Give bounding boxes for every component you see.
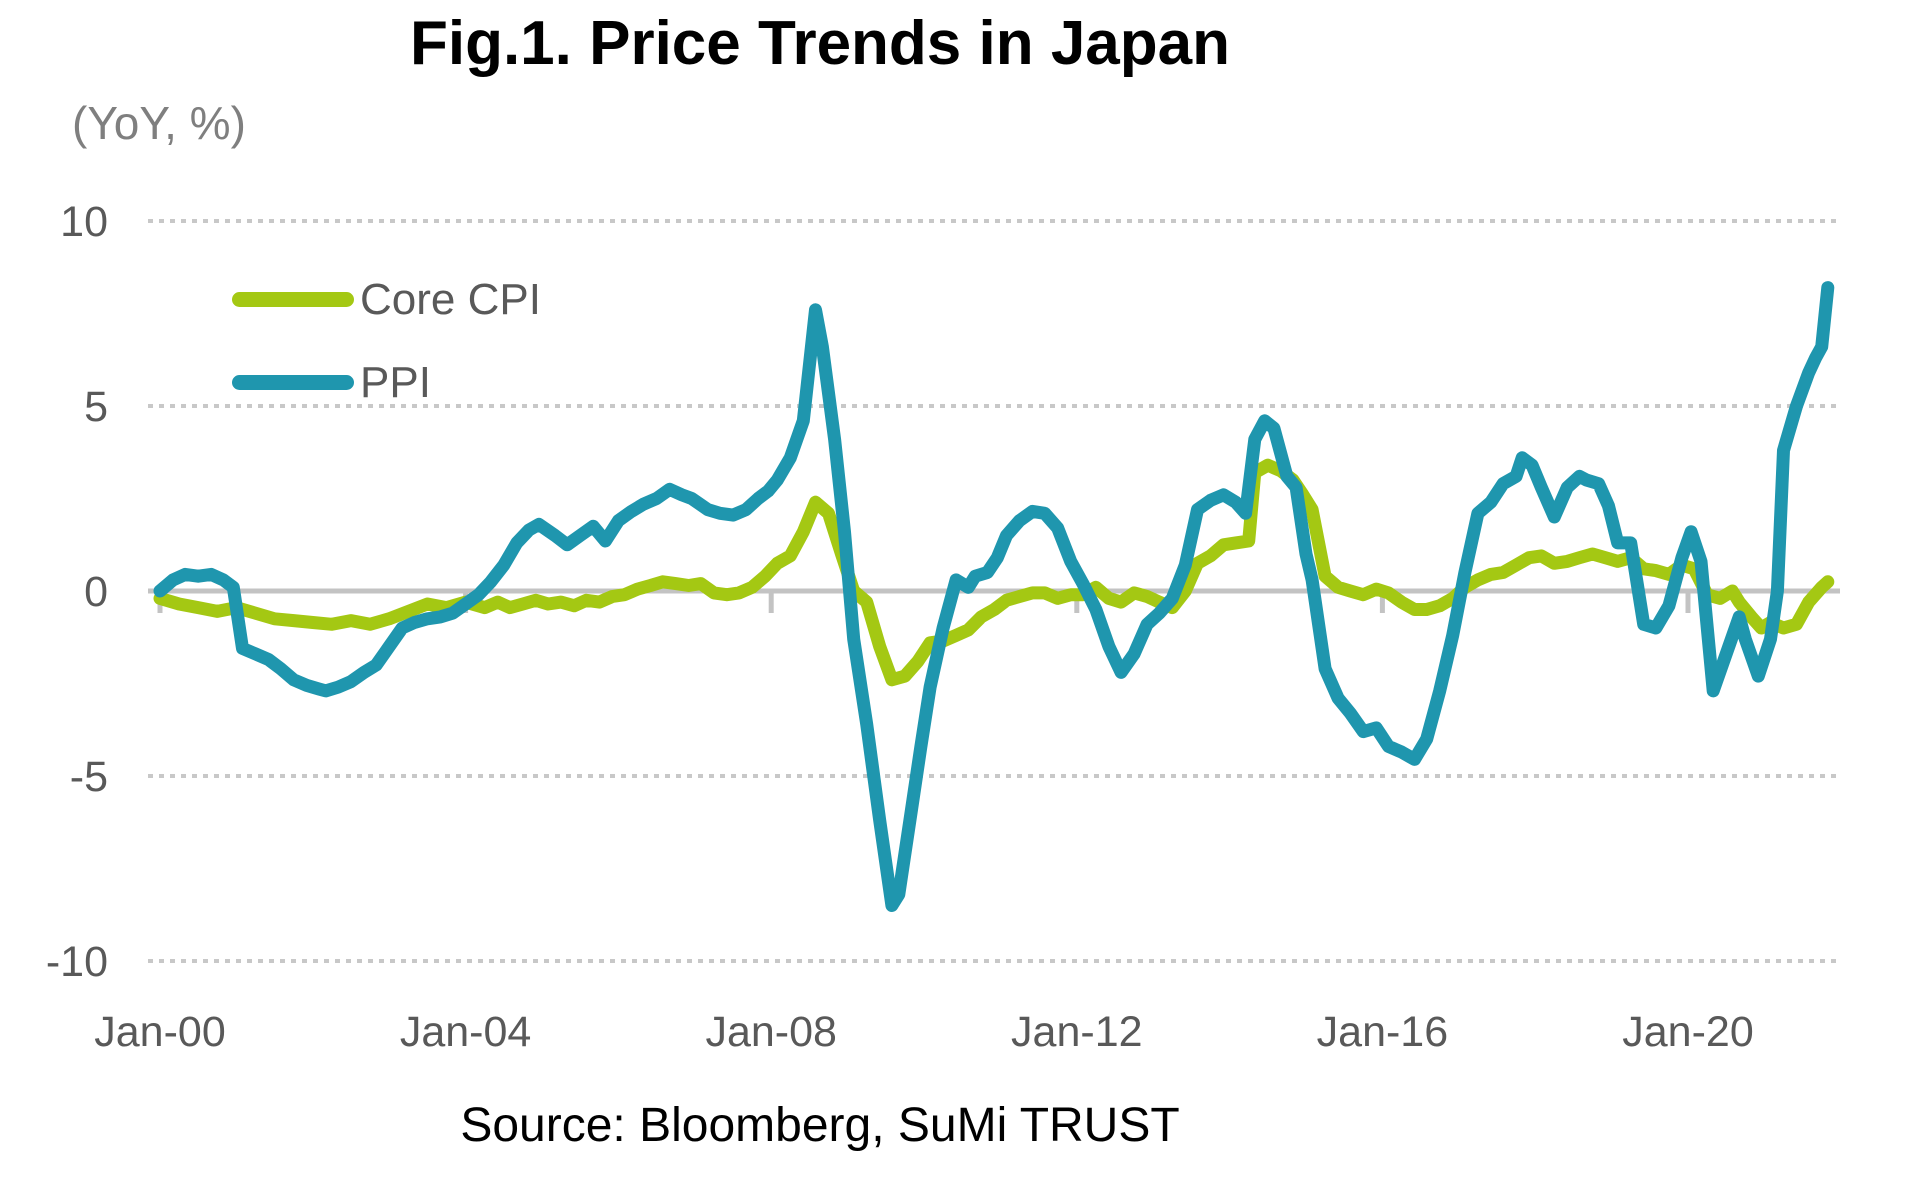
- legend-item-core-cpi: Core CPI: [232, 258, 541, 341]
- y-tick-label: 0: [84, 568, 108, 616]
- source-note: Source: Bloomberg, SuMi TRUST: [460, 1099, 1180, 1152]
- chart-title: Fig.1. Price Trends in Japan: [409, 9, 1231, 78]
- x-tick-label: Jan-00: [94, 1008, 225, 1056]
- chart-legend: Core CPI PPI: [232, 258, 541, 424]
- core-cpi-line-swatch: [232, 292, 354, 307]
- y-tick-label: -5: [70, 753, 108, 801]
- x-tick-label: Jan-20: [1622, 1008, 1753, 1056]
- y-axis-unit-label: (YoY, %): [72, 97, 246, 149]
- x-tick-label: Jan-08: [705, 1008, 836, 1056]
- ppi-line-swatch: [232, 375, 354, 390]
- x-tick-label: Jan-12: [1011, 1008, 1142, 1056]
- core-cpi-line: [153, 458, 1835, 687]
- legend-label-core-cpi: Core CPI: [360, 274, 541, 324]
- legend-item-ppi: PPI: [232, 341, 541, 424]
- y-tick-label: 5: [84, 383, 108, 431]
- x-tick-label: Jan-04: [400, 1008, 531, 1056]
- legend-label-ppi: PPI: [360, 357, 431, 407]
- x-tick-label: Jan-16: [1317, 1008, 1448, 1056]
- ppi-line: [153, 281, 1835, 912]
- y-tick-label: 10: [60, 198, 108, 246]
- y-tick-label: -10: [46, 938, 108, 986]
